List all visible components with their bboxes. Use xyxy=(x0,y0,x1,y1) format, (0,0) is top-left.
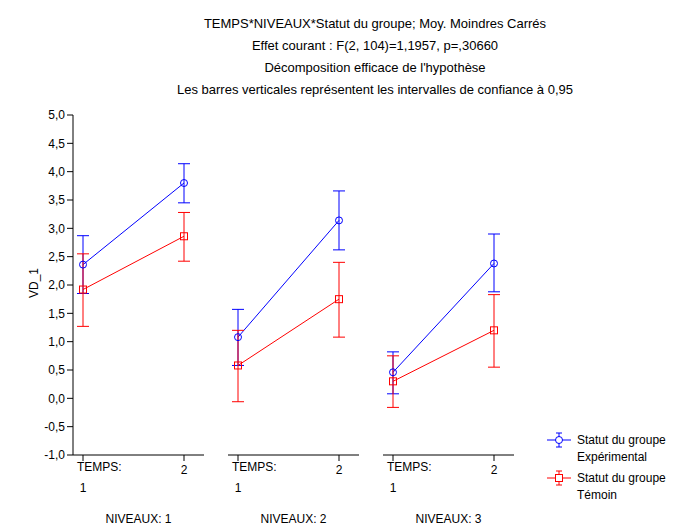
svg-text:-0,5: -0,5 xyxy=(44,420,65,434)
svg-text:2,0: 2,0 xyxy=(48,278,65,292)
svg-text:4,5: 4,5 xyxy=(48,137,65,151)
html-text:NIVEAUX: 3: NIVEAUX: 3 xyxy=(415,512,482,526)
svg-text:2: 2 xyxy=(336,463,343,477)
svg-text:3,5: 3,5 xyxy=(48,193,65,207)
html-text:TEMPS:: TEMPS: xyxy=(387,460,432,474)
svg-text:1: 1 xyxy=(235,481,242,495)
svg-text:4,0: 4,0 xyxy=(48,165,65,179)
html-text:TEMPS:: TEMPS: xyxy=(232,460,277,474)
svg-text:1,5: 1,5 xyxy=(48,307,65,321)
html-text:Statut du groupe Expérimental: Statut du groupe Expérimental xyxy=(577,433,666,464)
html-text:TEMPS*NIVEAUX*Statut du groupe: TEMPS*NIVEAUX*Statut du groupe; Moy. Moi… xyxy=(203,16,547,31)
svg-text:1: 1 xyxy=(80,481,87,495)
html-text:NIVEAUX: 1: NIVEAUX: 1 xyxy=(105,512,172,526)
html-text:Statut du groupe Témoin: Statut du groupe Témoin xyxy=(577,471,666,502)
svg-text:5,0: 5,0 xyxy=(48,110,65,122)
html-text:Effet courant : F(2, 104)=1,19: Effet courant : F(2, 104)=1,1957, p=,306… xyxy=(251,38,499,53)
svg-text:1,0: 1,0 xyxy=(48,335,65,349)
svg-text:0,5: 0,5 xyxy=(48,363,65,377)
html-text:VD_1: VD_1 xyxy=(27,268,41,298)
svg-text:-1,0: -1,0 xyxy=(44,448,65,462)
svg-text:2: 2 xyxy=(181,463,188,477)
svg-text:1: 1 xyxy=(390,481,397,495)
svg-text:0,0: 0,0 xyxy=(48,392,65,406)
html-text:Les barres verticales représen: Les barres verticales représentent les i… xyxy=(177,82,573,97)
svg-text:2: 2 xyxy=(491,463,498,477)
svg-text:2,5: 2,5 xyxy=(48,250,65,264)
html-text:Décomposition efficace de l'hy: Décomposition efficace de l'hypothèse xyxy=(264,60,486,75)
html-text:TEMPS:: TEMPS: xyxy=(77,460,122,474)
html-text:NIVEAUX: 2: NIVEAUX: 2 xyxy=(260,512,327,526)
svg-text:3,0: 3,0 xyxy=(48,222,65,236)
